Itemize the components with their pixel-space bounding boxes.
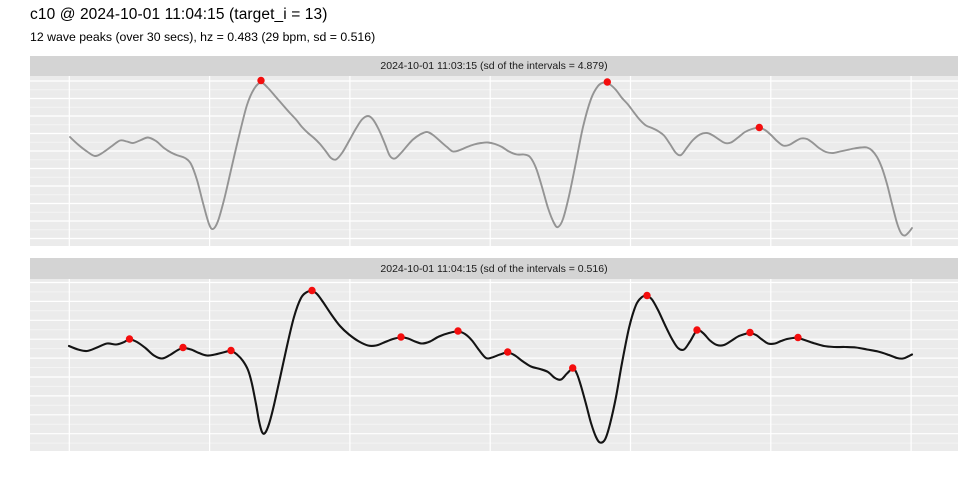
page-subtitle: 12 wave peaks (over 30 secs), hz = 0.483… bbox=[30, 30, 376, 44]
peak-marker-dot bbox=[755, 123, 763, 132]
facet-strip-2-label: 2024-10-01 11:04:15 (sd of the intervals… bbox=[380, 262, 608, 275]
peak-marker-dot bbox=[179, 343, 187, 352]
peak-marker-dot bbox=[603, 78, 611, 86]
peak-marker-dot bbox=[643, 291, 651, 300]
facet-strip-1-label: 2024-10-01 11:03:15 (sd of the intervals… bbox=[380, 60, 608, 72]
peak-marker-dot bbox=[504, 348, 512, 356]
peak-marker-dot bbox=[397, 333, 405, 341]
facet-strip-1: 2024-10-01 11:03:15 (sd of the intervals… bbox=[30, 56, 958, 76]
panel-background bbox=[30, 279, 958, 451]
peak-marker-dot bbox=[693, 326, 701, 334]
waveform-line bbox=[69, 81, 913, 237]
panel-background bbox=[30, 76, 958, 246]
facet-strip-2: 2024-10-01 11:04:15 (sd of the intervals… bbox=[30, 258, 958, 279]
peak-marker-dot bbox=[227, 346, 235, 355]
peak-marker-dot bbox=[308, 286, 316, 295]
peak-marker-dot bbox=[257, 76, 265, 85]
page-title: c10 @ 2024-10-01 11:04:15 (target_i = 13… bbox=[30, 6, 328, 23]
peak-marker-dot bbox=[569, 364, 577, 372]
peak-marker-dot bbox=[746, 328, 754, 337]
peak-marker-dot bbox=[125, 335, 134, 343]
facet-panel-2 bbox=[30, 279, 958, 451]
peak-marker-dot bbox=[454, 327, 462, 335]
facet-panel-1 bbox=[30, 76, 958, 246]
peak-marker-dot bbox=[794, 333, 802, 342]
